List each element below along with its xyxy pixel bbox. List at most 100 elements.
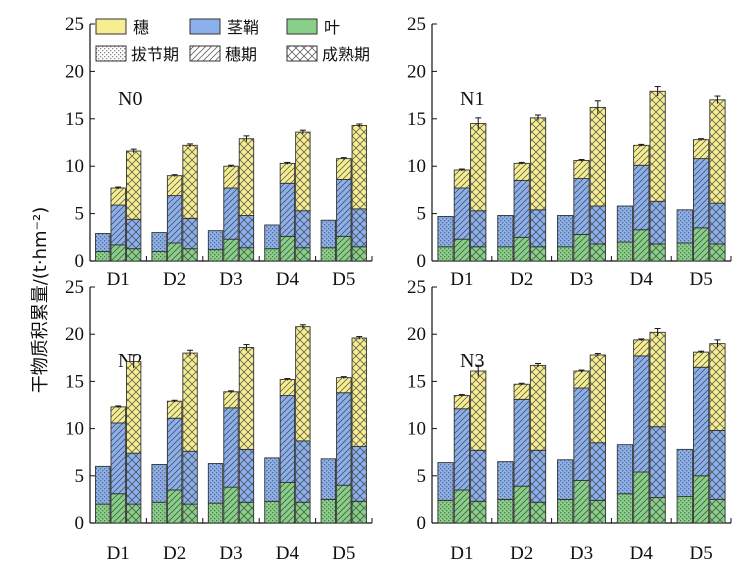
y-tick-label: 15: [65, 109, 84, 130]
bar-pattern: [530, 209, 546, 247]
bar-pattern: [573, 160, 590, 179]
bar-pattern: [633, 229, 649, 261]
bar-pattern: [280, 163, 295, 184]
bar-pattern: [514, 384, 530, 400]
bar-pattern: [167, 195, 182, 243]
bar-pattern: [530, 450, 546, 503]
bar-pattern: [126, 453, 141, 505]
bar-pattern: [649, 332, 666, 427]
y-tick-label: 5: [75, 204, 85, 225]
bar-pattern: [208, 463, 223, 504]
bar-pattern: [573, 388, 590, 481]
bar-pattern: [352, 246, 367, 261]
bar-pattern: [151, 251, 167, 261]
bar-pattern: [514, 486, 530, 523]
bar-group-D2: [151, 349, 198, 524]
legend-label-organ: 茎鞘: [227, 18, 259, 37]
bar-pattern: [709, 343, 726, 431]
bar-pattern: [167, 489, 182, 523]
bar-pattern: [454, 489, 470, 523]
y-tick-label: 0: [75, 513, 85, 534]
bar-group-D4: [264, 129, 311, 262]
bar-pattern: [151, 232, 167, 252]
legend-swatch-pattern: [96, 46, 126, 61]
legend-swatch-organ: [189, 18, 221, 35]
bar-pattern: [633, 165, 649, 230]
bar-pattern: [151, 464, 167, 503]
bar-pattern: [110, 244, 126, 261]
bar-pattern: [470, 501, 486, 523]
bar-pattern: [633, 145, 649, 166]
bar-group-D3: [557, 100, 606, 262]
x-tick-label: D2: [163, 269, 186, 290]
x-tick-label: D1: [107, 269, 130, 290]
bar-pattern: [649, 243, 666, 261]
bar-pattern: [437, 216, 454, 247]
y-tick-label: 5: [417, 466, 427, 487]
bar-group-D5: [676, 95, 726, 262]
x-tick-label: D2: [510, 543, 533, 564]
bar-pattern: [336, 236, 352, 261]
bar-pattern: [239, 138, 254, 216]
bar-group-D5: [320, 336, 367, 524]
x-tick-label: D5: [689, 543, 712, 564]
bar-pattern: [280, 379, 295, 396]
y-tick-label: 5: [75, 466, 85, 487]
y-tick-label: 0: [75, 251, 85, 272]
panel-label: N0: [118, 88, 142, 110]
bar-pattern: [454, 239, 470, 261]
y-tick-label: 25: [407, 14, 426, 35]
bar-pattern: [649, 91, 666, 202]
bar-pattern: [223, 188, 239, 240]
bar-group-D2: [497, 114, 547, 262]
bar-pattern: [709, 99, 726, 204]
legend-swatch-organ: [95, 18, 127, 35]
y-tick-label: 15: [65, 371, 84, 392]
legend-label-organ: 穗: [133, 18, 149, 37]
bar-pattern: [557, 215, 573, 247]
bar-pattern: [693, 227, 709, 261]
y-tick-label: 25: [65, 277, 84, 298]
y-tick-label: 10: [65, 156, 84, 177]
bar-pattern: [617, 242, 633, 261]
y-tick-label: 20: [407, 324, 426, 345]
bar-pattern: [280, 183, 295, 237]
bar-pattern: [530, 246, 546, 261]
bar-group-D1: [95, 148, 142, 262]
bar-pattern: [437, 462, 454, 501]
x-tick-label: D3: [219, 269, 242, 290]
y-tick-label: 0: [417, 251, 427, 272]
bar-pattern: [454, 408, 470, 490]
y-tick-label: 15: [407, 109, 426, 130]
bar-pattern: [454, 395, 470, 409]
legend-label-stage: 穗期: [225, 45, 257, 64]
bar-pattern: [352, 446, 367, 502]
bar-pattern: [182, 145, 198, 219]
bar-pattern: [693, 475, 709, 523]
bar-pattern: [182, 248, 198, 261]
bar-pattern: [633, 472, 649, 523]
bar-pattern: [95, 504, 110, 523]
bar-pattern: [295, 440, 311, 503]
bar-pattern: [454, 169, 470, 189]
bar-pattern: [336, 158, 352, 180]
bar-pattern: [110, 493, 126, 523]
bar-pattern: [264, 224, 280, 249]
bar-pattern: [336, 392, 352, 486]
bar-pattern: [264, 248, 280, 261]
x-tick-label: D5: [332, 269, 355, 290]
bar-pattern: [693, 352, 709, 368]
bar-group-D4: [616, 328, 666, 524]
bar-pattern: [677, 449, 693, 497]
bar-group-D4: [264, 324, 311, 524]
legend-swatch-pattern: [190, 46, 220, 61]
bar-group-D1: [437, 117, 487, 262]
y-tick-label: 10: [65, 419, 84, 440]
panel-label: N3: [460, 350, 484, 372]
bar-pattern: [208, 503, 223, 523]
bar-pattern: [280, 482, 295, 523]
bar-pattern: [352, 337, 367, 447]
bar-pattern: [239, 247, 254, 261]
x-tick-label: D5: [332, 543, 355, 564]
